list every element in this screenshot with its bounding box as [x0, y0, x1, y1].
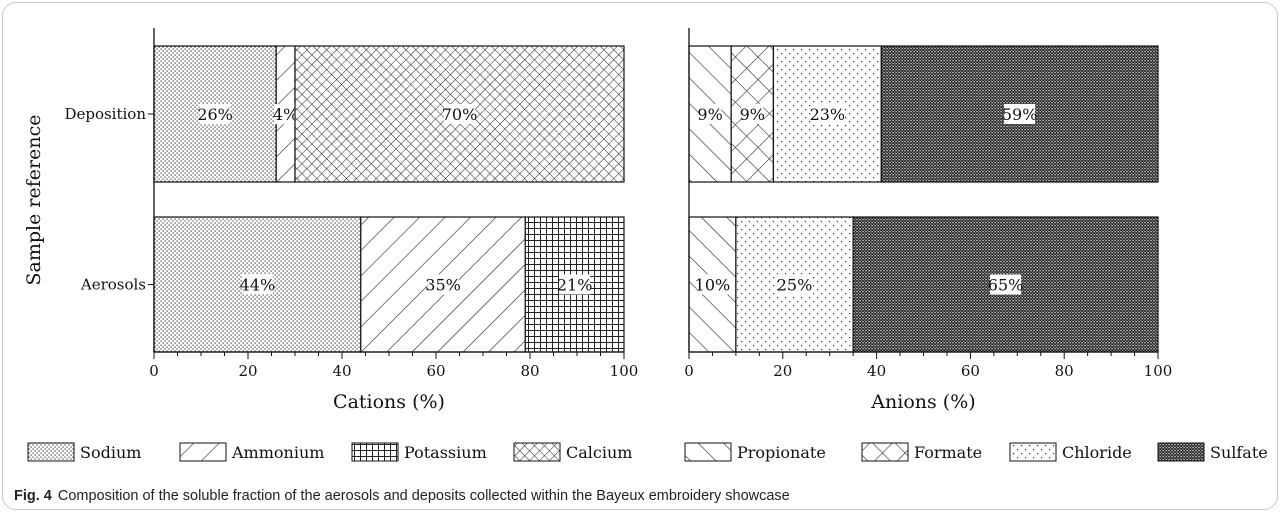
data-label-deposition-calcium: 70%: [442, 105, 478, 124]
figure-caption-text: Composition of the soluble fraction of t…: [58, 488, 790, 504]
y-axis-label: Sample reference: [23, 115, 45, 286]
data-label-aerosols-sulfate: 65%: [988, 276, 1024, 295]
data-label-aerosols-propionate: 10%: [695, 276, 731, 295]
data-label-deposition-formate: 9%: [740, 105, 765, 124]
data-label-deposition-chloride: 23%: [810, 105, 846, 124]
x-axis-label-cations: Cations (%): [333, 391, 445, 413]
x-tick-label-100: 100: [1144, 362, 1173, 380]
legend-label-sodium: Sodium: [80, 443, 141, 462]
legend-swatch-sodium: [28, 443, 74, 461]
y-tick-label-deposition: Deposition: [64, 105, 146, 123]
legend-label-chloride: Chloride: [1062, 443, 1132, 462]
figure-caption: Fig. 4 Composition of the soluble fractio…: [14, 488, 790, 510]
legend-swatch-chloride: [1010, 443, 1056, 461]
legend-label-ammonium: Ammonium: [231, 443, 324, 462]
x-tick-label-0: 0: [684, 362, 694, 380]
x-tick-label-0: 0: [149, 362, 159, 380]
x-tick-label-40: 40: [867, 362, 886, 380]
x-axis-label-anions: Anions (%): [870, 391, 975, 413]
legend-swatch-ammonium: [180, 443, 226, 461]
x-tick-label-100: 100: [610, 362, 639, 380]
legend-swatch-propionate: [685, 443, 731, 461]
legend-label-formate: Formate: [914, 443, 982, 462]
x-tick-label-60: 60: [961, 362, 980, 380]
data-label-aerosols-ammonium: 35%: [425, 276, 461, 295]
x-tick-label-20: 20: [773, 362, 792, 380]
legend-swatch-potassium: [352, 443, 398, 461]
x-tick-label-80: 80: [1055, 362, 1074, 380]
legend-swatch-sulfate: [1158, 443, 1204, 461]
x-tick-label-60: 60: [426, 362, 445, 380]
figure-label: Fig. 4: [14, 488, 52, 504]
data-label-aerosols-potassium: 21%: [557, 276, 593, 295]
legend-swatch-formate: [862, 443, 908, 461]
data-label-aerosols-chloride: 25%: [777, 276, 813, 295]
panel-anions: 9% 9% 23% 59% 10% 25% 65% 0 20 40 60 80 100 Anions (%…: [684, 28, 1172, 413]
legend-label-propionate: Propionate: [737, 443, 826, 462]
legend-swatch-calcium: [514, 443, 560, 461]
y-tick-label-aerosols: Aerosols: [80, 276, 146, 294]
x-tick-label-80: 80: [520, 362, 539, 380]
data-label-deposition-sulfate: 59%: [1002, 105, 1038, 124]
legend-label-calcium: Calcium: [566, 443, 632, 462]
data-label-aerosols-sodium: 44%: [240, 276, 276, 295]
legend-label-sulfate: Sulfate: [1210, 443, 1268, 462]
data-label-deposition-sodium: 26%: [197, 105, 233, 124]
data-label-deposition-propionate: 9%: [697, 105, 722, 124]
legend-label-potassium: Potassium: [404, 443, 487, 462]
x-tick-label-40: 40: [332, 362, 351, 380]
x-tick-label-20: 20: [238, 362, 257, 380]
